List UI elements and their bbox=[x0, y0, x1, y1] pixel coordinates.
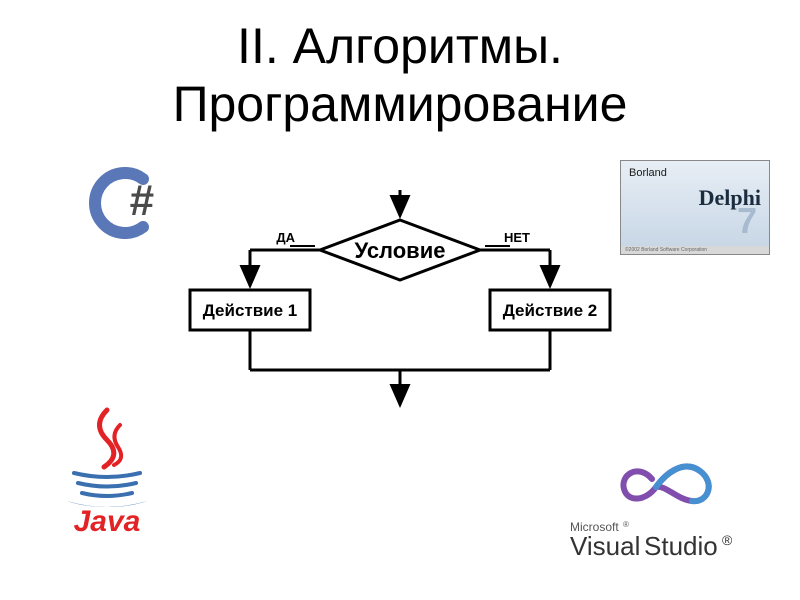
infinity-icon bbox=[623, 466, 708, 501]
action2-label: Действие 2 bbox=[503, 301, 598, 320]
vs-reg: ® bbox=[722, 532, 733, 548]
visual-studio-logo: Microsoft Visual Studio ® ® bbox=[550, 455, 780, 565]
title-line-2: Программирование bbox=[173, 76, 628, 132]
java-logo: Java bbox=[52, 405, 162, 535]
hash-icon: # bbox=[129, 176, 154, 225]
slide-title: II. Алгоритмы. Программирование bbox=[0, 0, 800, 133]
condition-label: Условие bbox=[355, 238, 446, 263]
action1-label: Действие 1 bbox=[203, 301, 298, 320]
vs-reg2: ® bbox=[623, 520, 629, 529]
vs-name2: Studio bbox=[644, 531, 718, 561]
delphi-footer: ©2002 Borland Software Corporation bbox=[621, 246, 769, 254]
java-text: Java bbox=[74, 505, 141, 535]
flowchart-diagram: Условие ДА НЕТ Действие 1 Действие 2 bbox=[180, 190, 620, 420]
delphi-version: 7 bbox=[737, 200, 757, 242]
title-line-1: II. Алгоритмы. bbox=[237, 18, 563, 74]
delphi-brand: Borland bbox=[629, 167, 667, 179]
no-label: НЕТ bbox=[504, 230, 530, 245]
yes-label: ДА bbox=[276, 230, 295, 245]
delphi-logo: Borland Delphi 7 ©2002 Borland Software … bbox=[620, 160, 770, 255]
csharp-logo: # bbox=[85, 165, 165, 245]
vs-name1: Visual bbox=[570, 531, 640, 561]
